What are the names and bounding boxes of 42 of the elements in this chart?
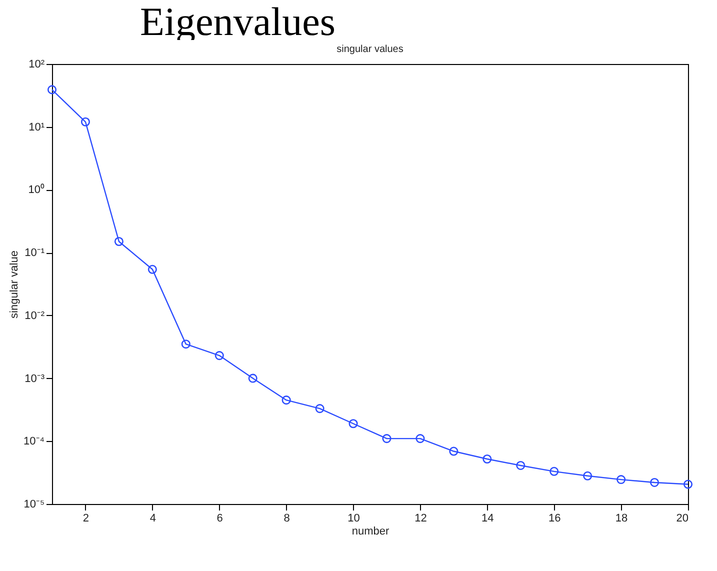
x-tick-label: 4 [150,512,156,524]
text: Eigenvalues [140,0,336,44]
x-tick-label: 20 [676,512,688,524]
y-tick-label: 10⁻³ [24,372,45,385]
y-axis-title: singular value [8,250,21,318]
point [583,471,592,480]
x-tick-label: 14 [482,512,494,524]
y-tick-label: 10⁻² [24,310,45,322]
point [248,374,258,383]
point [80,117,90,126]
x-tick-label: 18 [615,512,628,524]
y-tick-label: 10⁻⁴ [24,436,45,448]
point [482,454,492,464]
chart-title: singular values [336,44,404,55]
point [47,85,57,94]
y-tick-label: 10⁻¹ [24,247,45,260]
y-tick-label: 10⁰ [28,183,44,196]
x-tick-label: 10 [348,512,360,524]
point [616,475,626,484]
y-tick-label: 10⁻⁵ [24,498,44,510]
point [214,351,224,360]
x-tick-label: 2 [82,512,90,524]
x-tick-label: 16 [548,512,561,524]
y-tick-label: 10¹ [28,121,45,134]
point [550,466,559,476]
x-axis-title: number [352,526,390,538]
point [348,419,358,428]
point [148,264,157,274]
point [282,396,291,405]
x-tick-label: 12 [414,512,427,524]
point [114,236,124,246]
point [449,446,458,456]
point [416,434,425,444]
point [181,340,190,349]
x-tick-label: 6 [216,512,223,524]
point [683,480,693,489]
y-tick-label: 10² [28,58,45,70]
point [516,460,526,470]
point [650,478,660,487]
point [382,434,392,444]
point [315,404,324,414]
x-tick-label: 8 [284,512,290,524]
